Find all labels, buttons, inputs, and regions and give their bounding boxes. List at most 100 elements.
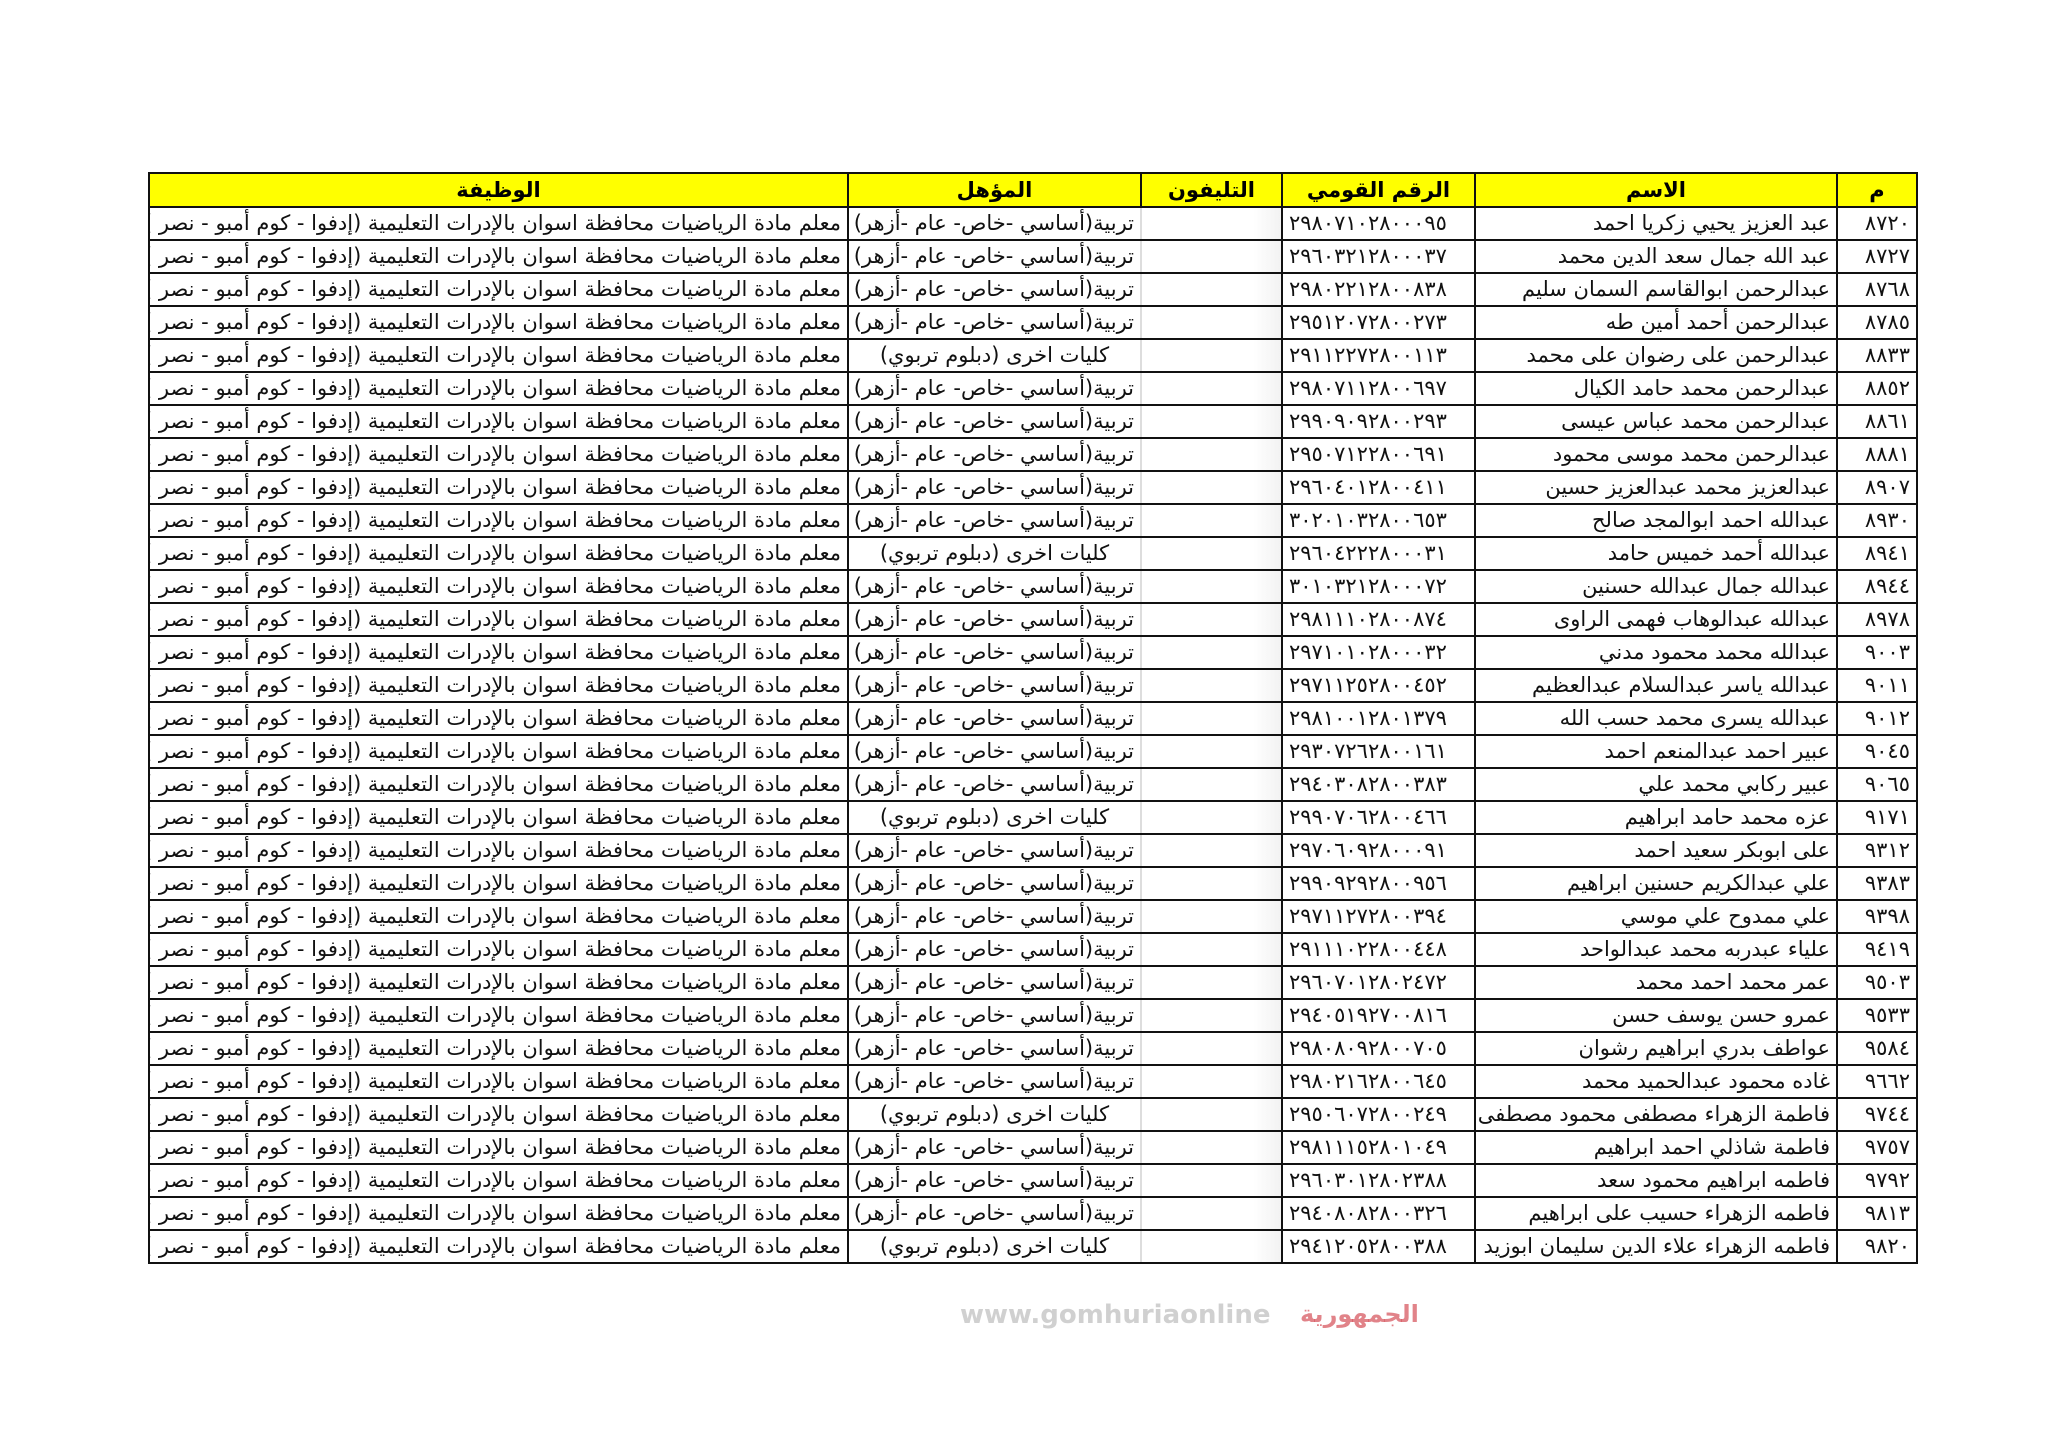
cell-national-id: ٢٩٦٠٤٢٢٢٨٠٠٠٣١: [1281, 536, 1476, 571]
cell-name: عبدالرحمن محمد حامد الكيال: [1474, 371, 1838, 406]
cell-name: عبد العزيز يحيي زكريا احمد: [1474, 206, 1838, 241]
cell-job: معلم مادة الرياضيات محافظة اسوان بالإدرا…: [148, 503, 849, 538]
candidates-table: م الاسم الرقم القومي التليفون المؤهل الو…: [148, 172, 1918, 1264]
cell-national-id: ٢٩١١٢٢٧٢٨٠٠١١٣: [1281, 338, 1476, 373]
cell-qualification: تربية(أساسي -خاص- عام -أزهر): [847, 470, 1142, 505]
cell-job: معلم مادة الرياضيات محافظة اسوان بالإدرا…: [148, 338, 849, 373]
table-row: ٩٠١١ عبدالله ياسر عبدالسلام عبدالعظيم ٢٩٧١…: [148, 668, 1918, 703]
cell-serial: ٨٨٣٣: [1836, 338, 1918, 373]
cell-serial: ٩٦٦٢: [1836, 1064, 1918, 1099]
cell-national-id: ٢٩٩٠٩٠٩٢٨٠٠٢٩٣: [1281, 404, 1476, 439]
cell-name: عمرو حسن يوسف حسن: [1474, 998, 1838, 1033]
cell-serial: ٩٠٦٥: [1836, 767, 1918, 802]
cell-national-id: ٢٩٨١١١٠٢٨٠٠٨٧٤: [1281, 602, 1476, 637]
cell-job: معلم مادة الرياضيات محافظة اسوان بالإدرا…: [148, 1163, 849, 1198]
table-body: ٨٧٢٠ عبد العزيز يحيي زكريا احمد ٢٩٨٠٧١٠٢٨٠…: [148, 206, 1918, 1264]
cell-national-id: ٢٩٤٠٨٠٨٢٨٠٠٣٢٦: [1281, 1196, 1476, 1231]
cell-serial: ٨٧٢٠: [1836, 206, 1918, 241]
cell-phone-obscured: [1140, 1163, 1283, 1198]
cell-phone-obscured: [1140, 635, 1283, 670]
cell-phone-obscured: [1140, 437, 1283, 472]
table-row: ٨٧٢٧ عبد الله جمال سعد الدين محمد ٢٩٦٠٣٢١٢…: [148, 239, 1918, 274]
cell-national-id: ٣٠٢٠١٠٣٢٨٠٠٦٥٣: [1281, 503, 1476, 538]
cell-serial: ٩٣١٢: [1836, 833, 1918, 868]
cell-job: معلم مادة الرياضيات محافظة اسوان بالإدرا…: [148, 602, 849, 637]
cell-national-id: ٢٩٨٠٨٠٩٢٨٠٠٧٠٥: [1281, 1031, 1476, 1066]
cell-name: عبدالله يسرى محمد حسب الله: [1474, 701, 1838, 736]
cell-name: عواطف بدري ابراهيم رشوان: [1474, 1031, 1838, 1066]
cell-phone-obscured: [1140, 767, 1283, 802]
cell-phone-obscured: [1140, 503, 1283, 538]
cell-serial: ٨٧٦٨: [1836, 272, 1918, 307]
cell-job: معلم مادة الرياضيات محافظة اسوان بالإدرا…: [148, 536, 849, 571]
table-row: ٩١٧١ عزه محمد حامد ابراهيم ٢٩٩٠٧٠٦٢٨٠٠٤٦٦ ك…: [148, 800, 1918, 835]
cell-national-id: ٢٩٧١١٢٧٢٨٠٠٣٩٤: [1281, 899, 1476, 934]
cell-job: معلم مادة الرياضيات محافظة اسوان بالإدرا…: [148, 206, 849, 241]
cell-job: معلم مادة الرياضيات محافظة اسوان بالإدرا…: [148, 305, 849, 340]
cell-qualification: تربية(أساسي -خاص- عام -أزهر): [847, 602, 1142, 637]
cell-phone-obscured: [1140, 1064, 1283, 1099]
cell-job: معلم مادة الرياضيات محافظة اسوان بالإدرا…: [148, 998, 849, 1033]
table-row: ٩٥٨٤ عواطف بدري ابراهيم رشوان ٢٩٨٠٨٠٩٢٨٠٠٧…: [148, 1031, 1918, 1066]
cell-job: معلم مادة الرياضيات محافظة اسوان بالإدرا…: [148, 668, 849, 703]
cell-national-id: ٢٩٤١٢٠٥٢٨٠٠٣٨٨: [1281, 1229, 1476, 1264]
cell-qualification: تربية(أساسي -خاص- عام -أزهر): [847, 833, 1142, 868]
cell-qualification: تربية(أساسي -خاص- عام -أزهر): [847, 371, 1142, 406]
cell-national-id: ٢٩٧٠٦٠٩٢٨٠٠٠٩١: [1281, 833, 1476, 868]
table-row: ٩٠٤٥ عبير احمد عبدالمنعم احمد ٢٩٣٠٧٢٦٢٨٠٠١…: [148, 734, 1918, 769]
cell-phone-obscured: [1140, 833, 1283, 868]
cell-phone-obscured: [1140, 470, 1283, 505]
header-job: الوظيفة: [148, 172, 849, 208]
cell-job: معلم مادة الرياضيات محافظة اسوان بالإدرا…: [148, 1196, 849, 1231]
cell-phone-obscured: [1140, 371, 1283, 406]
cell-national-id: ٢٩٧١١٢٥٢٨٠٠٤٥٢: [1281, 668, 1476, 703]
table-row: ٩٠٠٣ عبدالله محمد محمود مدني ٢٩٧١٠١٠٢٨٠٠٠٣…: [148, 635, 1918, 670]
cell-qualification: تربية(أساسي -خاص- عام -أزهر): [847, 1196, 1142, 1231]
cell-serial: ٩٥٨٤: [1836, 1031, 1918, 1066]
cell-phone-obscured: [1140, 305, 1283, 340]
cell-job: معلم مادة الرياضيات محافظة اسوان بالإدرا…: [148, 899, 849, 934]
table-row: ٨٩٤١ عبدالله أحمد خميس حامد ٢٩٦٠٤٢٢٢٨٠٠٠٣١…: [148, 536, 1918, 571]
cell-phone-obscured: [1140, 536, 1283, 571]
cell-serial: ٩٠٤٥: [1836, 734, 1918, 769]
cell-job: معلم مادة الرياضيات محافظة اسوان بالإدرا…: [148, 1031, 849, 1066]
cell-job: معلم مادة الرياضيات محافظة اسوان بالإدرا…: [148, 1097, 849, 1132]
table-row: ٩٣٩٨ علي ممدوح علي موسي ٢٩٧١١٢٧٢٨٠٠٣٩٤ تربي…: [148, 899, 1918, 934]
table-row: ٨٩٤٤ عبدالله جمال عبدالله حسنين ٣٠١٠٣٢١٢٨٠…: [148, 569, 1918, 604]
table-row: ٩٧٩٢ فاطمه ابراهيم محمود سعد ٢٩٦٠٣٠١٢٨٠٢٣٨…: [148, 1163, 1918, 1198]
cell-phone-obscured: [1140, 899, 1283, 934]
cell-serial: ٨٨٦١: [1836, 404, 1918, 439]
cell-job: معلم مادة الرياضيات محافظة اسوان بالإدرا…: [148, 635, 849, 670]
cell-name: عبدالرحمن أحمد أمين طه: [1474, 305, 1838, 340]
cell-phone-obscured: [1140, 404, 1283, 439]
table-row: ٩٧٤٤ فاطمة الزهراء مصطفى محمود مصطفى ٢٩٥٠٦…: [148, 1097, 1918, 1132]
cell-qualification: تربية(أساسي -خاص- عام -أزهر): [847, 767, 1142, 802]
cell-national-id: ٢٩٩٠٧٠٦٢٨٠٠٤٦٦: [1281, 800, 1476, 835]
cell-name: عبدالله ياسر عبدالسلام عبدالعظيم: [1474, 668, 1838, 703]
cell-serial: ٩٠١٢: [1836, 701, 1918, 736]
cell-phone-obscured: [1140, 272, 1283, 307]
cell-job: معلم مادة الرياضيات محافظة اسوان بالإدرا…: [148, 734, 849, 769]
table-row: ٩٥٠٣ عمر محمد احمد محمد ٢٩٦٠٧٠١٢٨٠٢٤٧٢ تربي…: [148, 965, 1918, 1000]
cell-name: عبدالرحمن محمد عباس عيسى: [1474, 404, 1838, 439]
table-row: ٨٨٦١ عبدالرحمن محمد عباس عيسى ٢٩٩٠٩٠٩٢٨٠٠٢…: [148, 404, 1918, 439]
table-header-row: م الاسم الرقم القومي التليفون المؤهل الو…: [148, 172, 1918, 208]
cell-job: معلم مادة الرياضيات محافظة اسوان بالإدرا…: [148, 833, 849, 868]
cell-name: فاطمة الزهراء مصطفى محمود مصطفى: [1474, 1097, 1838, 1132]
table-row: ٩٨٢٠ فاطمه الزهراء علاء الدين سليمان ابوز…: [148, 1229, 1918, 1264]
cell-phone-obscured: [1140, 668, 1283, 703]
cell-qualification: تربية(أساسي -خاص- عام -أزهر): [847, 899, 1142, 934]
cell-national-id: ٢٩٧١٠١٠٢٨٠٠٠٣٢: [1281, 635, 1476, 670]
cell-name: عزه محمد حامد ابراهيم: [1474, 800, 1838, 835]
cell-job: معلم مادة الرياضيات محافظة اسوان بالإدرا…: [148, 371, 849, 406]
cell-phone-obscured: [1140, 998, 1283, 1033]
cell-job: معلم مادة الرياضيات محافظة اسوان بالإدرا…: [148, 239, 849, 274]
cell-phone-obscured: [1140, 1196, 1283, 1231]
cell-name: فاطمة شاذلي احمد ابراهيم: [1474, 1130, 1838, 1165]
cell-qualification: تربية(أساسي -خاص- عام -أزهر): [847, 569, 1142, 604]
cell-job: معلم مادة الرياضيات محافظة اسوان بالإدرا…: [148, 965, 849, 1000]
cell-serial: ٩١٧١: [1836, 800, 1918, 835]
cell-qualification: كليات اخرى (دبلوم تربوي): [847, 536, 1142, 571]
header-serial: م: [1836, 172, 1918, 208]
cell-job: معلم مادة الرياضيات محافظة اسوان بالإدرا…: [148, 470, 849, 505]
